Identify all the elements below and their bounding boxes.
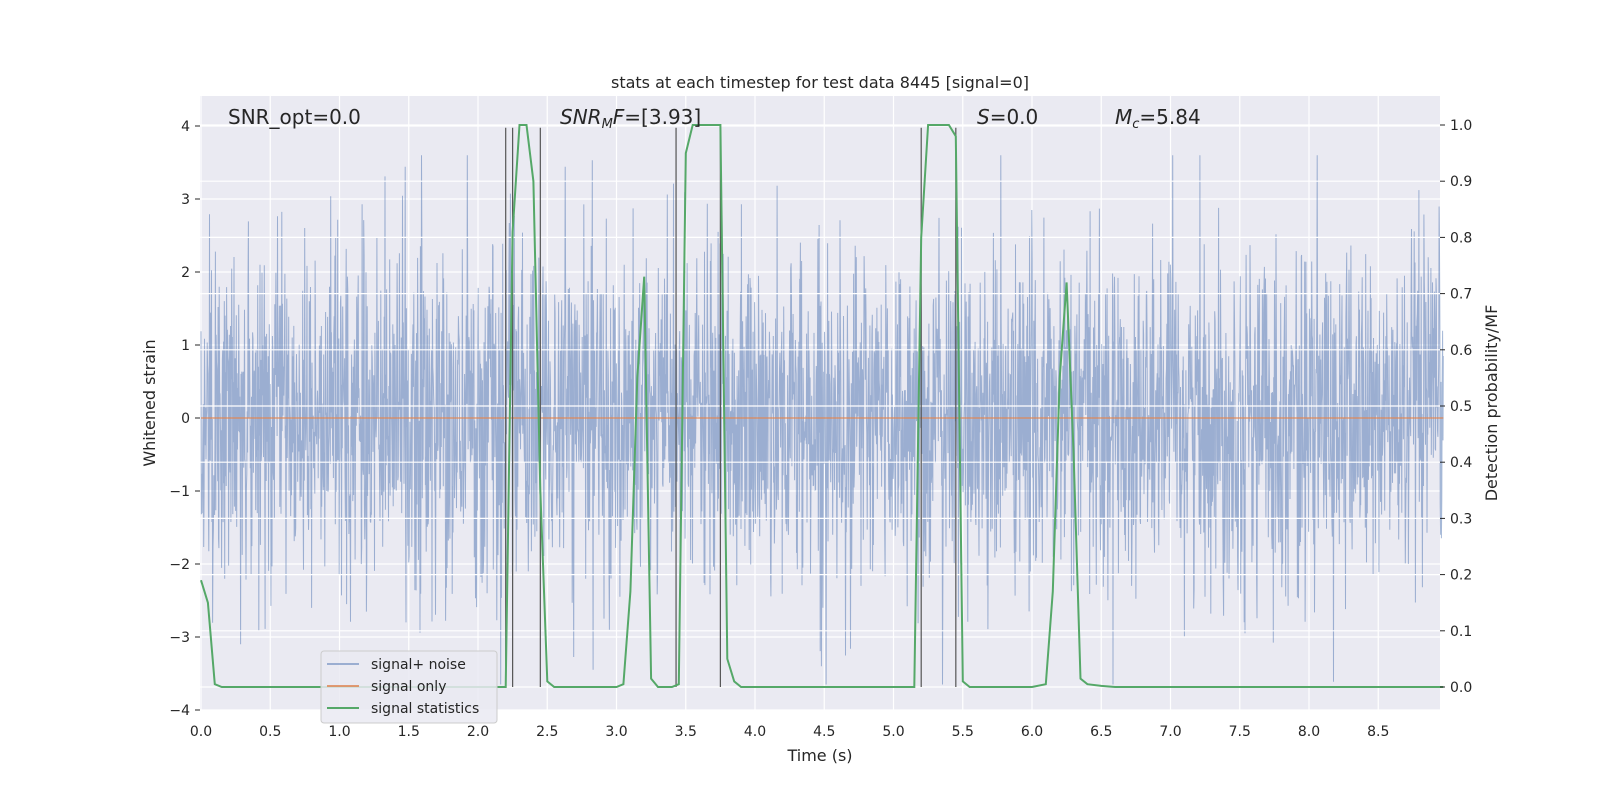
y-tick-label: 0 [181,411,190,427]
y-tick-label: 3 [181,192,190,208]
x-tick-label: 1.5 [398,724,420,740]
y2-tick-label: 0.8 [1450,230,1472,246]
x-tick-label: 6.5 [1090,724,1112,740]
x-tick-label: 8.0 [1298,724,1320,740]
y2-ticks: 1.0 0.9 0.8 0.7 0.6 0.5 0.4 0.3 0.2 0.1 0.0 [1440,118,1472,696]
signal-statistics-path [200,124,1444,688]
x-tick-label: 0.5 [259,724,281,740]
y2-tick-label: 1.0 [1450,118,1472,134]
x-tick-label: 3.5 [675,724,697,740]
y-tick-label: 1 [181,338,190,354]
y2-tick-label: 0.2 [1450,568,1472,584]
y-ticks: 4 3 2 1 0 −1 −2 −3 −4 [169,119,200,719]
x-tick-label: 6.0 [1021,724,1043,740]
y-axis-label: Whitened strain [140,339,159,466]
x-tick-label: 4.0 [744,724,766,740]
x-tick-label: 7.5 [1229,724,1251,740]
y-tick-label: 4 [181,119,190,135]
y2-tick-label: 0.6 [1450,343,1472,359]
x-tick-label: 7.0 [1159,724,1181,740]
signal-statistics-line [200,124,1444,688]
x-tick-label: 2.5 [536,724,558,740]
annotation-mc: Mc=5.84 [1115,105,1201,132]
x-tick-label: 1.0 [328,724,350,740]
y2-tick-label: 0.7 [1450,287,1472,303]
annotation-snr-opt: SNR_opt=0.0 [228,105,361,129]
x-tick-label: 0.0 [190,724,212,740]
x-tick-label: 3.0 [605,724,627,740]
y2-tick-label: 0.0 [1450,680,1472,696]
y-tick-label: −3 [169,630,190,646]
legend-label-signal-statistics: signal statistics [371,701,479,717]
y-tick-label: −4 [169,703,190,719]
x-tick-label: 4.5 [813,724,835,740]
y-tick-label: −1 [169,484,190,500]
chart-title: stats at each timestep for test data 844… [611,73,1029,92]
x-tick-label: 5.0 [882,724,904,740]
noise-series-path [200,155,1444,685]
y-tick-label: 2 [181,265,190,281]
annotation-s: S=0.0 [977,105,1038,129]
legend-box [320,650,498,724]
y2-tick-label: 0.4 [1450,455,1472,471]
y2-axis-label: Detection probability/MF [1482,305,1501,502]
y2-tick-label: 0.9 [1450,174,1472,190]
legend: signal+ noise signal only signal statist… [320,650,498,724]
x-axis-label: Time (s) [786,746,852,765]
x-tick-label: 2.0 [467,724,489,740]
annotation-snr-mf: SNRMF=[3.93] [560,105,701,132]
x-tick-label: 5.5 [952,724,974,740]
x-tick-label: 8.5 [1367,724,1389,740]
noise-trace [200,155,1444,685]
y2-tick-label: 0.3 [1450,511,1472,527]
x-ticks: 0.0 0.5 1.0 1.5 2.0 2.5 3.0 3.5 4.0 4.5 5.0 5.5 6.0 6… [190,724,1390,740]
y-tick-label: −2 [169,557,190,573]
legend-label-signal-only: signal only [371,679,446,695]
y2-tick-label: 0.1 [1450,624,1472,640]
y2-tick-label: 0.5 [1450,399,1472,415]
legend-label-noise: signal+ noise [371,657,466,673]
